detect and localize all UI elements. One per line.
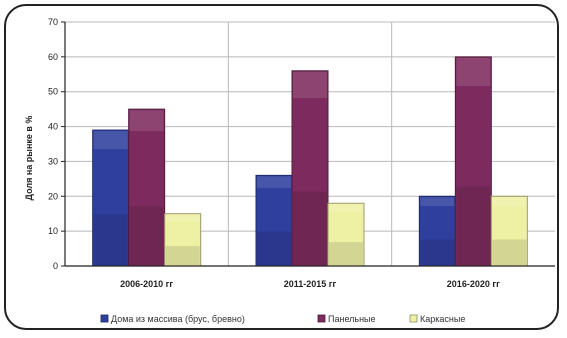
bar-highlight xyxy=(456,57,491,87)
bar-shade xyxy=(257,231,291,265)
bar-highlight xyxy=(329,204,363,213)
y-tick-label: 50 xyxy=(48,87,58,97)
legend: Дома из массива (брус, бревно) Панельные К… xyxy=(100,314,465,324)
bar-shade xyxy=(329,242,363,265)
legend-label-2: Панельные xyxy=(328,314,376,324)
bar-highlight xyxy=(165,214,200,222)
bar-highlight xyxy=(257,176,291,189)
bar-highlight xyxy=(129,110,164,132)
x-axis-labels: 2006-2010 гг 2011-2015 гг 2016-2020 гг xyxy=(120,279,500,289)
bar-highlight xyxy=(293,71,327,99)
bar-highlight xyxy=(492,197,527,207)
legend-swatch-1 xyxy=(100,314,109,323)
y-axis-label: Доля на рынке в % xyxy=(24,116,34,201)
legend-swatch-3 xyxy=(409,314,418,323)
y-tick-label: 40 xyxy=(48,122,58,132)
bar-shade xyxy=(165,246,200,265)
legend-label-1: Дома из массива (брус, бревно) xyxy=(111,314,245,324)
bar-highlight xyxy=(93,131,128,150)
bar-highlight xyxy=(420,197,455,207)
y-tick-label: 30 xyxy=(48,156,58,166)
y-tick-label: 10 xyxy=(48,226,58,236)
legend-swatch-2 xyxy=(317,314,326,323)
axes xyxy=(64,22,555,267)
legend-label-3: Каркасные xyxy=(420,314,465,324)
bars xyxy=(92,56,528,267)
x-tick-label: 2006-2010 гг xyxy=(120,279,173,289)
y-tick-label: 60 xyxy=(48,52,58,62)
bar-shade xyxy=(492,239,527,265)
y-tick-label: 0 xyxy=(53,261,58,271)
bar-shade xyxy=(456,186,491,265)
bar-shade xyxy=(420,239,455,265)
bar-shade xyxy=(93,214,128,265)
bar-shade xyxy=(293,191,327,265)
x-tick-label: 2011-2015 гг xyxy=(284,279,337,289)
y-tick-label: 70 xyxy=(48,17,58,27)
y-axis-ticks: 0 10 20 30 40 50 60 70 xyxy=(48,17,65,271)
bar-shade xyxy=(129,206,164,265)
y-tick-label: 20 xyxy=(48,191,58,201)
x-tick-label: 2016-2020 гг xyxy=(447,279,500,289)
